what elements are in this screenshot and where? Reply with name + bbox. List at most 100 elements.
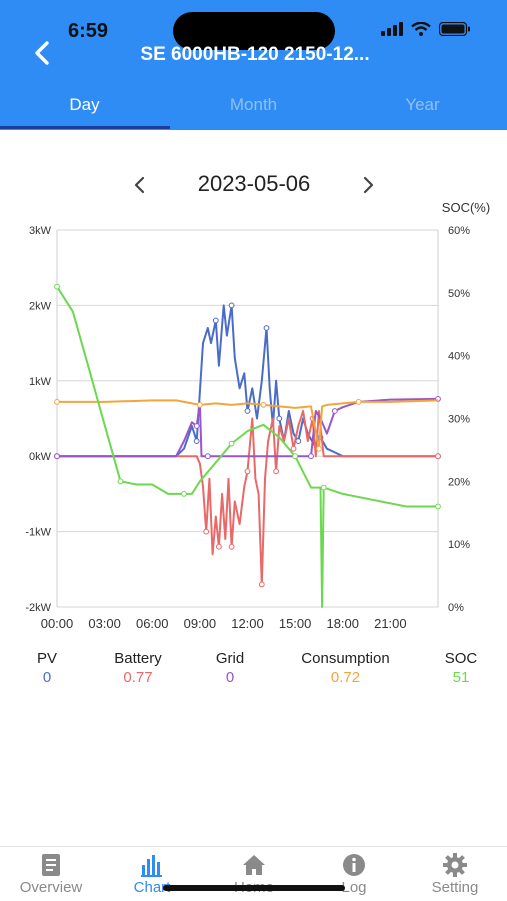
legend-name-pv: PV (36, 650, 57, 667)
data-point-battery (216, 543, 222, 550)
legend-value-pv: 0 (42, 669, 52, 686)
x-tick-label: 21:00 (374, 616, 407, 631)
legend-name-consumption: Consumption (301, 650, 390, 667)
selected-date[interactable]: 2023-05-06 (197, 171, 311, 196)
tab-year[interactable]: Year (405, 95, 440, 114)
y-left-tick-label: -1kW (25, 527, 51, 539)
nav-label-setting: Setting (431, 879, 479, 896)
next-day-icon[interactable] (356, 172, 380, 198)
series-line-battery (57, 410, 438, 586)
data-point-grid (308, 453, 314, 460)
y-right-tick-label: 40% (448, 351, 470, 363)
y-left-tick-label: 3kW (29, 225, 52, 237)
nav-overview[interactable]: Overview (6, 851, 96, 896)
legend-name-grid: Grid (215, 650, 245, 667)
nav-chart[interactable]: Chart (107, 851, 197, 896)
data-point-consumption (54, 399, 60, 405)
chart-legend: PV 0 Battery 0.77 Grid 0 Consumption 0.7… (0, 650, 507, 690)
y-right-tick-label: 30% (448, 414, 470, 426)
series-line-pv (57, 304, 438, 458)
data-point-battery (203, 528, 210, 535)
data-point-pv (193, 438, 200, 445)
data-point-soc (435, 503, 441, 510)
data-point-soc (117, 478, 124, 485)
data-point-pv (244, 408, 251, 414)
nav-setting[interactable]: Setting (410, 851, 500, 896)
nav-log[interactable]: Log (309, 851, 399, 896)
x-tick-label: 15:00 (279, 616, 312, 631)
nav-label-log: Log (341, 879, 367, 896)
data-point-consumption (355, 399, 362, 405)
gear-icon (443, 853, 467, 877)
legend-name-soc: SOC (444, 650, 478, 667)
data-point-pv (212, 317, 219, 324)
tab-day[interactable]: Day (69, 95, 100, 114)
legend-battery: Battery 0.77 (103, 650, 173, 686)
legend-soc: SOC 51 (436, 650, 486, 686)
data-point-battery (244, 468, 251, 475)
y-right-tick-label: 50% (448, 288, 470, 300)
x-tick-label: 09:00 (184, 616, 217, 631)
wifi-icon (411, 22, 431, 36)
tab-month[interactable]: Month (229, 95, 278, 114)
info-icon (343, 854, 365, 876)
data-point-battery (435, 453, 441, 460)
data-point-battery (290, 445, 297, 452)
data-point-soc (228, 440, 235, 447)
legend-value-consumption: 0.72 (330, 669, 361, 686)
y-right-tick-label: 0% (448, 602, 464, 614)
y-right-tick-label: 10% (448, 539, 470, 551)
data-point-soc (54, 283, 60, 290)
data-point-battery (273, 468, 280, 475)
status-time: 6:59 (68, 20, 109, 42)
series-line-consumption (57, 399, 439, 450)
x-tick-label: 00:00 (41, 616, 74, 631)
battery-icon (439, 22, 470, 36)
y-left-tick-label: 1kW (29, 376, 52, 388)
home-indicator (163, 885, 345, 891)
signal-icon (381, 22, 403, 36)
legend-value-grid: 0 (225, 669, 235, 686)
header-bar: 6:59 SE 6000HB-120 2150-12... Day Month … (0, 0, 507, 130)
back-chevron-icon[interactable] (28, 38, 58, 68)
legend-name-battery: Battery (114, 650, 162, 667)
series-line-soc (56, 286, 438, 608)
status-icons (381, 22, 471, 36)
x-tick-label: 12:00 (231, 616, 264, 631)
data-point-consumption (197, 402, 203, 408)
data-point-soc (320, 484, 327, 491)
y-left-tick-label: 2kW (29, 300, 52, 312)
power-soc-chart: 3kW 2kW 1kW 0kW -1kW -2kW 60% 50% 40% 30% 20% 10% 0%… (25, 200, 490, 631)
data-point-grid (193, 423, 200, 429)
bottom-nav-bar: Overview Chart Home Log (0, 846, 507, 901)
home-icon (243, 855, 265, 875)
x-tick-label: 03:00 (88, 616, 121, 631)
previous-day-icon[interactable] (128, 172, 152, 198)
y-right-axis-title: SOC(%) (442, 200, 490, 215)
series-line-grid (57, 397, 439, 458)
y-right-tick-label: 20% (448, 476, 470, 488)
data-point-consumption (260, 402, 267, 408)
nav-label-chart: Chart (133, 879, 171, 896)
period-tabs: Day Month Year (0, 88, 507, 130)
y-left-tick-label: 0kW (29, 451, 52, 463)
active-tab-indicator (0, 126, 170, 129)
legend-pv: PV 0 (22, 650, 72, 686)
y-left-tick-label: -2kW (25, 602, 51, 614)
legend-value-battery: 0.77 (123, 669, 153, 686)
data-point-soc (181, 491, 187, 497)
camera-notch (173, 12, 335, 50)
legend-value-soc: 51 (452, 669, 470, 686)
data-point-grid (204, 453, 211, 460)
y-right-tick-label: 60% (448, 225, 470, 237)
data-point-soc (292, 453, 299, 460)
legend-grid: Grid 0 (205, 650, 255, 686)
device-title: SE 6000HB-120 2150-12... (140, 44, 370, 65)
x-tick-label: 06:00 (136, 616, 169, 631)
x-tick-label: 18:00 (326, 616, 359, 631)
data-point-grid (54, 453, 60, 460)
data-point-battery (258, 581, 265, 588)
data-point-battery (228, 543, 235, 550)
data-point-pv (295, 438, 302, 445)
data-point-consumption (316, 445, 322, 452)
